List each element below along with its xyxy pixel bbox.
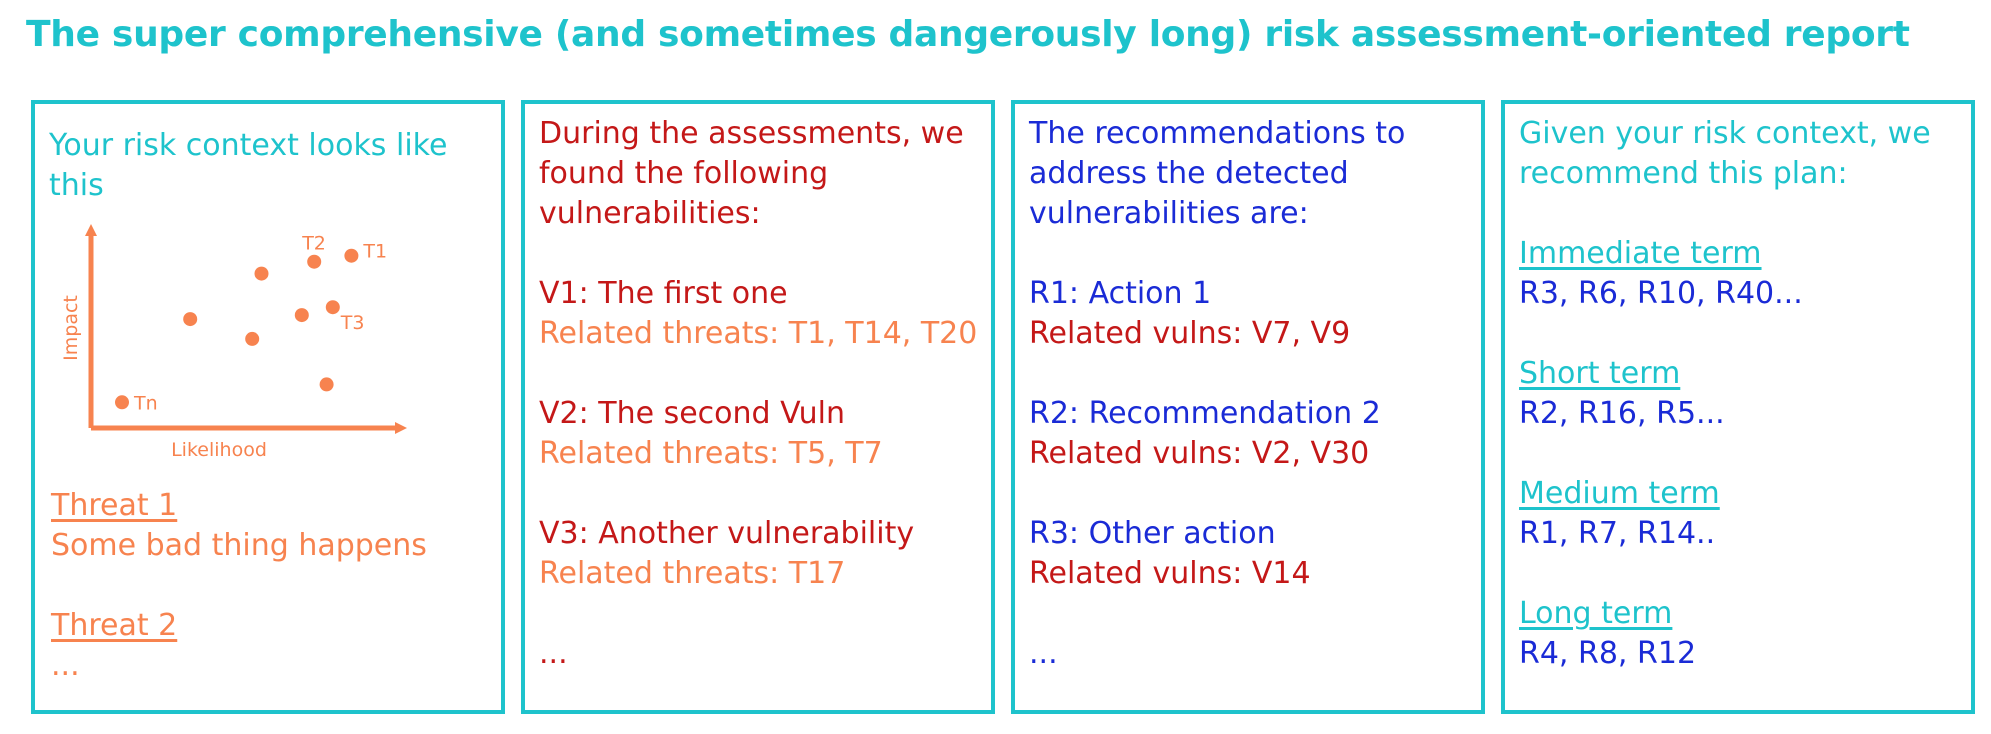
vuln-2-title: V2: The second Vuln [539, 396, 845, 431]
plan-panel: Given your risk context, we recommend th… [1501, 100, 1975, 714]
plan-immediate-term-link[interactable]: Immediate term [1519, 236, 1762, 271]
risk-point-label-t1: T1 [362, 241, 387, 263]
vulnerabilities-ellipsis: ... [539, 636, 568, 671]
recommendations-heading-line-1: The recommendations to [1029, 116, 1406, 151]
rec-3-related-vulns: Related vulns: V14 [1029, 556, 1311, 591]
rec-1-title: R1: Action 1 [1029, 276, 1212, 311]
y-axis-label: Impact [60, 295, 82, 361]
recommendations-panel: The recommendations to address the detec… [1011, 100, 1485, 714]
risk-point-t1 [344, 248, 359, 263]
threat-2-link[interactable]: Threat 2 [51, 608, 178, 643]
vulnerabilities-heading-line-2: found the following [539, 156, 829, 191]
x-axis-label: Likelihood [171, 439, 267, 461]
vuln-2-related-threats: Related threats: T5, T7 [539, 436, 883, 471]
threat-list-ellipsis: ... [51, 648, 80, 683]
plan-medium-term-items: R1, R7, R14.. [1519, 516, 1716, 551]
risk-scatter-chart: Likelihood Impact Tn T2 T3 T1 [60, 224, 407, 461]
risk-point-3 [245, 331, 260, 346]
recommendations-heading-line-3: vulnerabilities are: [1029, 196, 1309, 231]
recommendations-heading-line-2: address the detected [1029, 156, 1349, 191]
risk-point-t3 [325, 300, 340, 315]
report-title: The super comprehensive (and sometimes d… [26, 14, 1910, 55]
risk-point-t2 [307, 254, 322, 269]
plan-long-term-items: R4, R8, R12 [1519, 636, 1697, 671]
plan-heading-line-2: recommend this plan: [1519, 156, 1848, 191]
risk-point-2 [183, 312, 198, 327]
vulnerabilities-heading-line-3: vulnerabilities: [539, 196, 761, 231]
plan-short-term-items: R2, R16, R5... [1519, 396, 1725, 431]
plan-long-term-link[interactable]: Long term [1519, 596, 1673, 631]
risk-point-9 [319, 377, 334, 392]
vuln-3-title: V3: Another vulnerability [539, 516, 915, 551]
risk-point-tn [115, 395, 129, 410]
risk-context-panel: Your risk context looks like this Likeli… [31, 100, 505, 714]
rec-2-title: R2: Recommendation 2 [1029, 396, 1381, 431]
risk-point-4 [254, 266, 269, 281]
plan-medium-term-link[interactable]: Medium term [1519, 476, 1720, 511]
rec-1-related-vulns: Related vulns: V7, V9 [1029, 316, 1351, 351]
rec-3-title: R3: Other action [1029, 516, 1276, 551]
plan-heading-line-1: Given your risk context, we [1519, 116, 1931, 151]
plan-immediate-term-items: R3, R6, R10, R40... [1519, 276, 1803, 311]
vulnerabilities-heading-line-1: During the assessments, we [539, 116, 964, 151]
risk-point-label-tn: Tn [133, 392, 158, 414]
vuln-3-related-threats: Related threats: T17 [539, 556, 846, 591]
threat-list: Threat 1 Some bad thing happens Threat 2… [51, 486, 491, 686]
rec-2-related-vulns: Related vulns: V2, V30 [1029, 436, 1370, 471]
vuln-1-related-threats: Related threats: T1, T14, T20 [539, 316, 978, 351]
recommendations-ellipsis: ... [1029, 636, 1058, 671]
vulnerabilities-panel: During the assessments, we found the fol… [521, 100, 995, 714]
risk-point-label-t2: T2 [301, 233, 326, 255]
risk-context-heading: Your risk context looks like this [49, 128, 448, 203]
risk-point-5 [294, 308, 309, 323]
vuln-1-title: V1: The first one [539, 276, 788, 311]
risk-point-label-t3: T3 [340, 312, 365, 334]
threat-1-description: Some bad thing happens [51, 528, 427, 563]
plan-short-term-link[interactable]: Short term [1519, 356, 1681, 391]
threat-1-link[interactable]: Threat 1 [51, 488, 178, 523]
